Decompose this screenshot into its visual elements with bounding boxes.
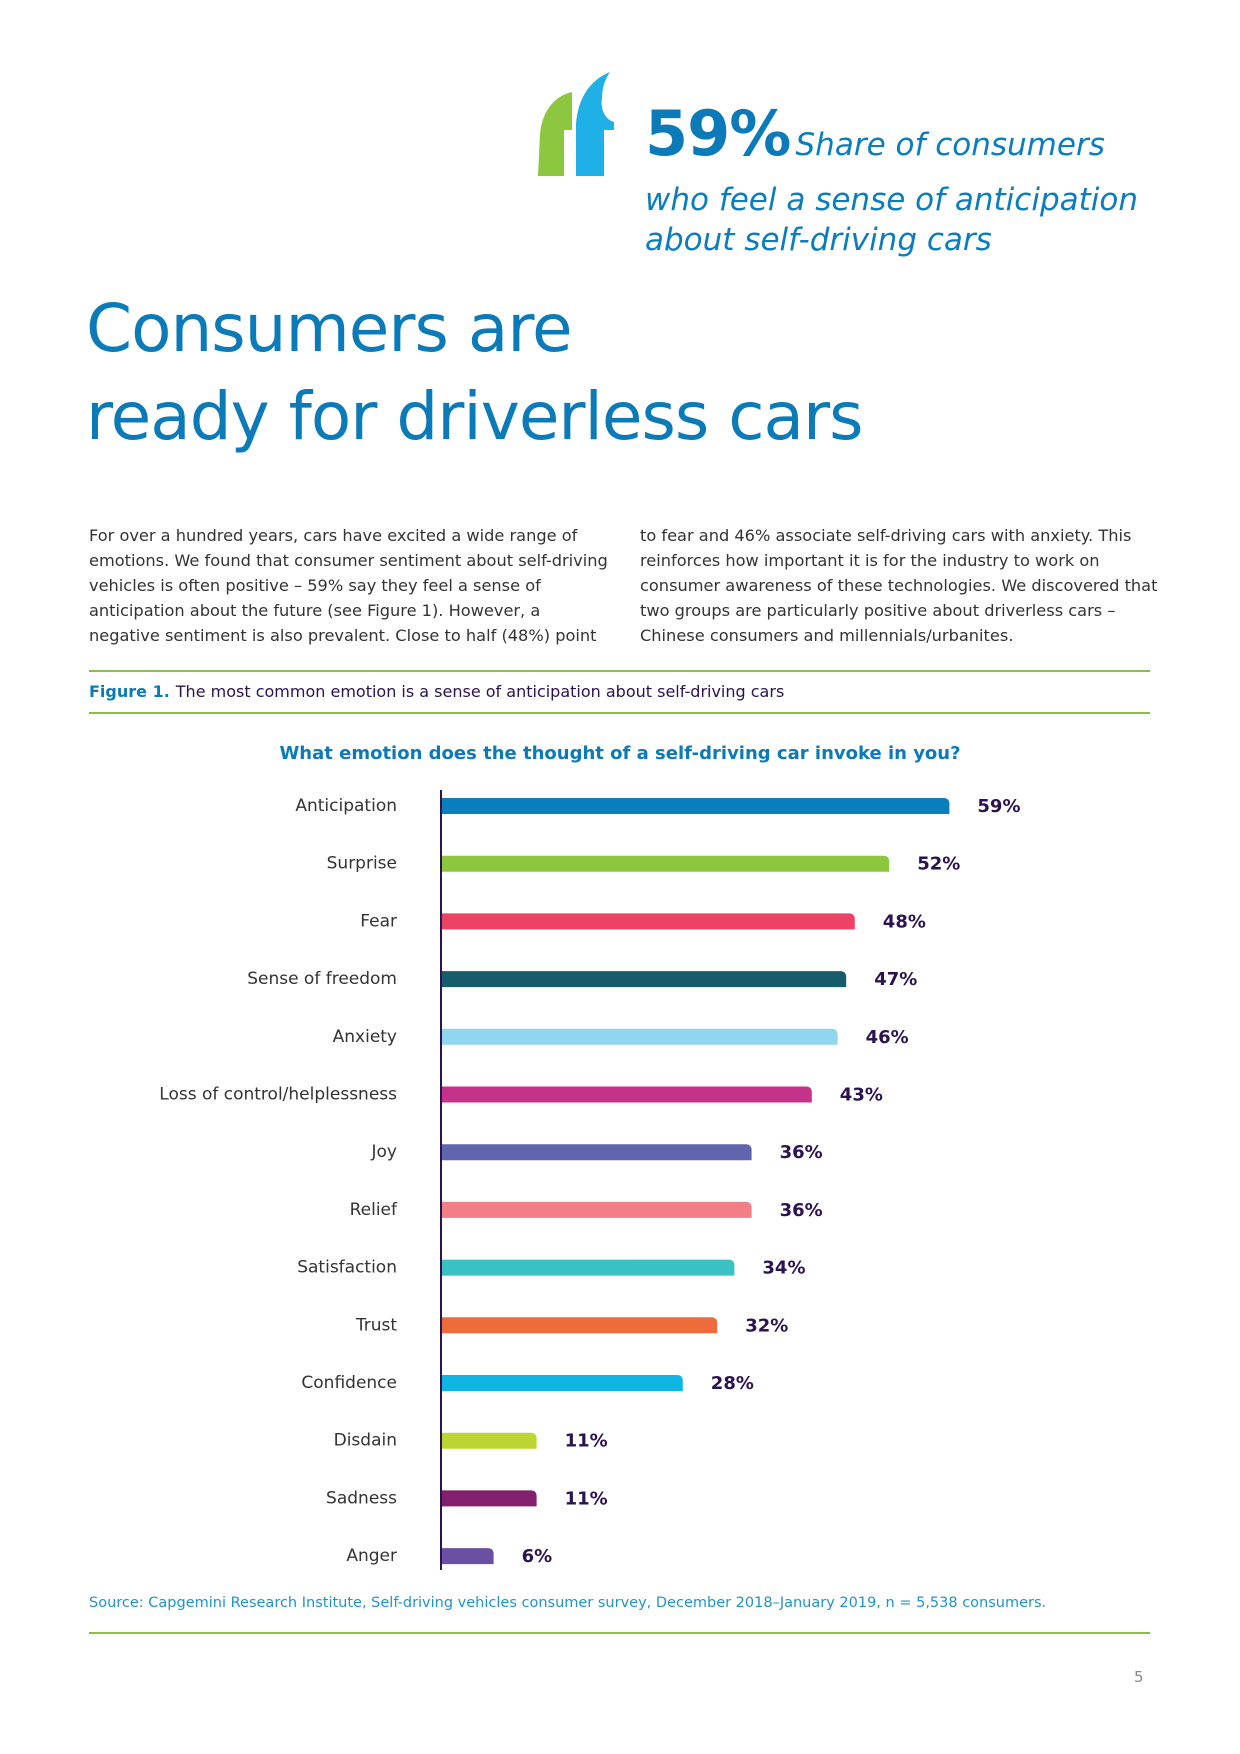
value-label: 59% — [977, 796, 1020, 817]
category-label: Disdain — [334, 1431, 397, 1451]
bar-anticipation — [442, 798, 950, 814]
bar-trust — [442, 1317, 718, 1334]
body-column-left: For over a hundred years, cars have exci… — [89, 526, 608, 645]
category-label: Confidence — [301, 1373, 397, 1393]
bar-disdain — [442, 1432, 537, 1449]
category-label: Anticipation — [295, 796, 397, 816]
figure-number: Figure 1. — [89, 682, 170, 701]
bar-fear — [442, 913, 855, 930]
page-title: Consumers are ready for driverless cars — [86, 285, 864, 461]
bar-anxiety — [442, 1028, 838, 1045]
figure-caption-text: The most common emotion is a sense of an… — [175, 682, 785, 701]
value-label: 28% — [711, 1373, 754, 1394]
category-label: Anger — [346, 1546, 397, 1566]
bar-joy — [442, 1144, 752, 1161]
title-line-1: Consumers are — [86, 290, 573, 367]
bar-anger — [442, 1548, 494, 1565]
value-label: 36% — [780, 1200, 823, 1221]
value-label: 48% — [883, 911, 926, 932]
source-note: Source: Capgemini Research Institute, Se… — [89, 1595, 1047, 1611]
category-label: Loss of control/helplessness — [159, 1085, 397, 1105]
value-label: 43% — [840, 1085, 883, 1106]
quote-mark-right — [576, 72, 614, 176]
body-column-right: to fear and 46% associate self-driving c… — [640, 526, 1158, 645]
value-label: 11% — [565, 1431, 608, 1452]
value-label: 46% — [866, 1027, 909, 1048]
figure-caption: Figure 1. The most common emotion is a se… — [89, 682, 784, 701]
callout-stat: 59% — [645, 97, 791, 170]
bar-surprise — [442, 855, 890, 872]
category-label: Surprise — [327, 854, 397, 874]
value-label: 47% — [874, 969, 917, 990]
page-number: 5 — [1134, 1668, 1144, 1686]
quote-icon — [538, 72, 614, 176]
callout-line-2: who feel a sense of anticipation — [645, 182, 1139, 218]
category-label: Trust — [355, 1315, 398, 1335]
bar-loss-of-control-helplessness — [442, 1086, 812, 1103]
value-label: 52% — [917, 854, 960, 875]
stat-callout: 59% Share of consumers who feel a sense … — [645, 103, 1205, 260]
divider-mid — [89, 712, 1150, 714]
value-label: 36% — [780, 1142, 823, 1163]
bar-relief — [442, 1201, 752, 1218]
bar-satisfaction — [442, 1259, 735, 1276]
bar-chart: Anticipation 59% Surprise 52% Fear 48% Sense o… — [159, 790, 1020, 1570]
divider-bottom — [89, 1632, 1150, 1634]
category-label: Satisfaction — [297, 1258, 397, 1278]
category-label: Joy — [371, 1142, 397, 1162]
bar-sense-of-freedom — [442, 971, 847, 988]
bar-confidence — [442, 1375, 683, 1391]
value-label: 11% — [565, 1488, 608, 1509]
callout-line-3: about self-driving cars — [645, 222, 992, 258]
chart-title: What emotion does the thought of a self-… — [279, 743, 961, 764]
category-label: Sadness — [326, 1488, 397, 1508]
quote-mark-left — [538, 92, 572, 176]
category-label: Sense of freedom — [247, 969, 397, 989]
title-line-2: ready for driverless cars — [86, 378, 864, 455]
divider-top — [89, 670, 1150, 672]
category-label: Anxiety — [333, 1027, 397, 1047]
value-label: 34% — [762, 1258, 805, 1279]
value-label: 6% — [522, 1546, 553, 1567]
callout-line-1: Share of consumers — [795, 127, 1105, 163]
category-label: Fear — [360, 911, 397, 931]
category-label: Relief — [350, 1200, 398, 1220]
bar-sadness — [442, 1490, 537, 1507]
value-label: 32% — [745, 1315, 788, 1336]
